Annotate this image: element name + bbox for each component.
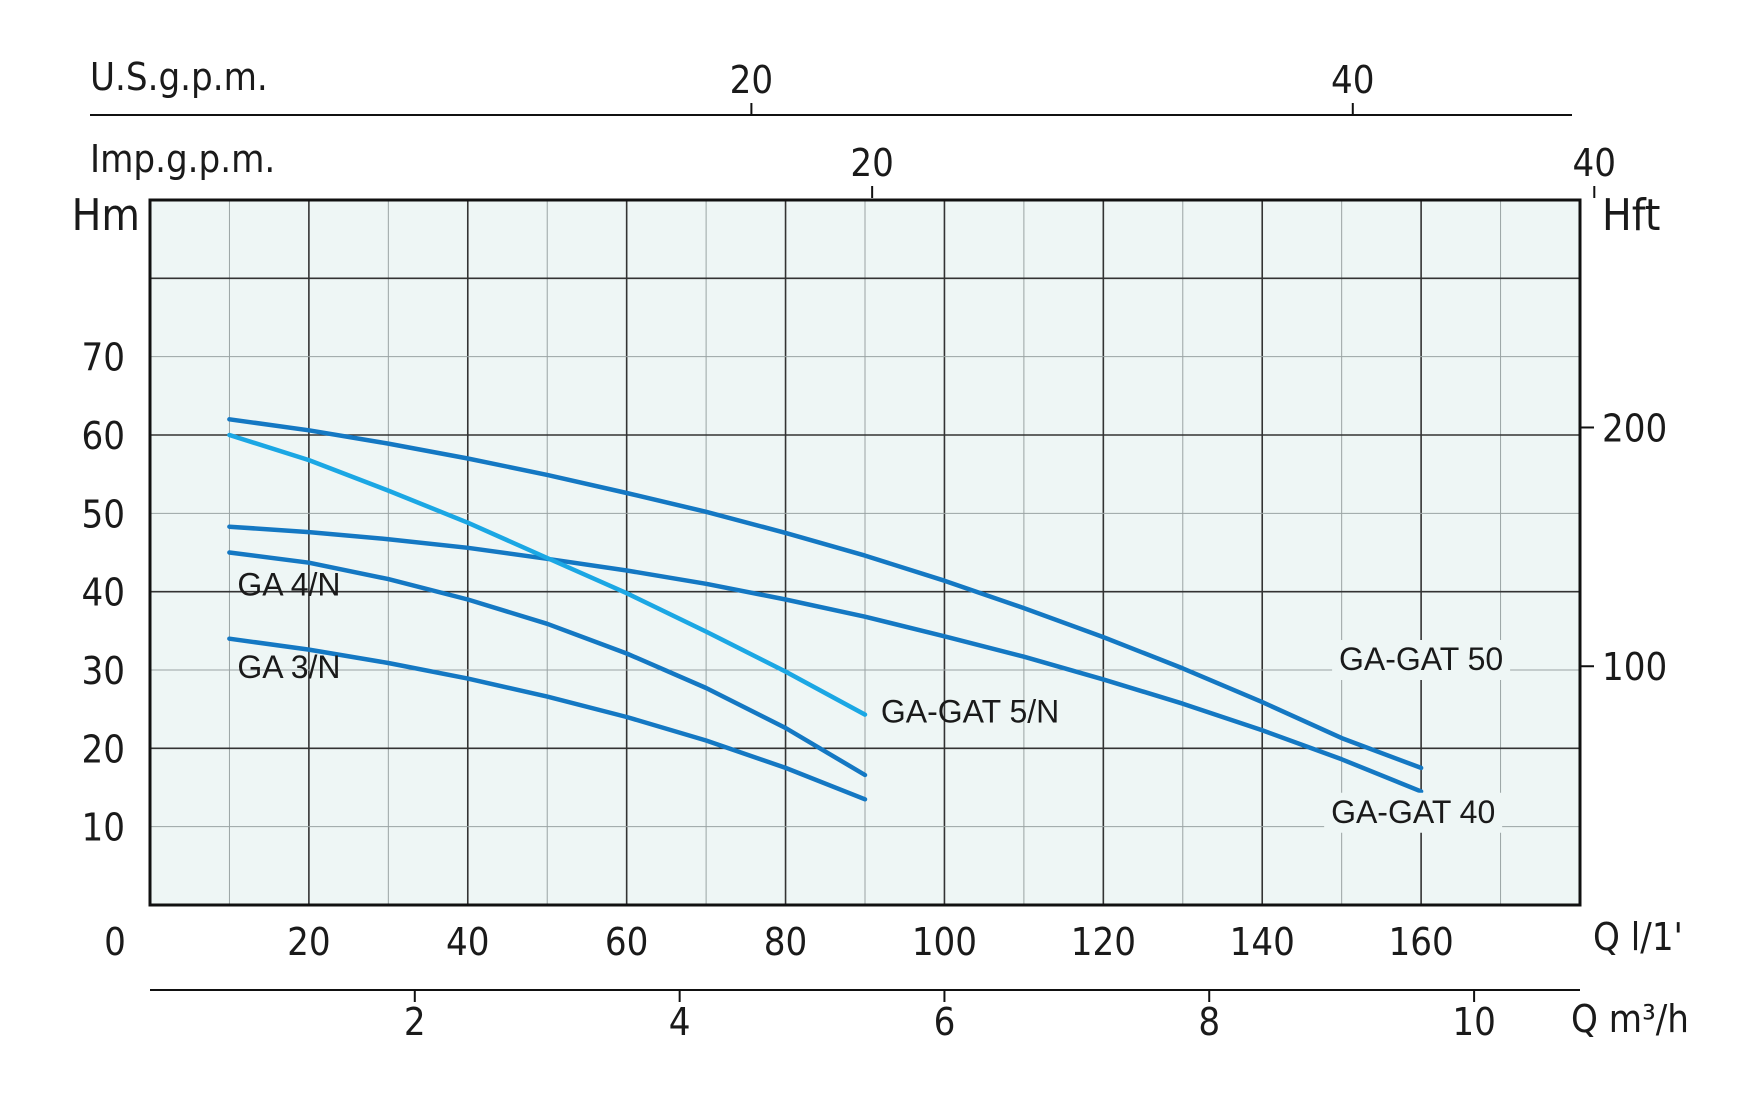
series-label: GA-GAT 5/N (881, 693, 1059, 729)
y-tick-label: 20 (82, 727, 126, 771)
series-label-bg (1332, 640, 1511, 680)
series-label: GA-GAT 50 (1339, 641, 1503, 677)
series-label: GA 4/N (237, 567, 340, 603)
series-line (227, 432, 868, 717)
x-tick-label: 80 (764, 920, 808, 964)
y-tick-label: 40 (82, 571, 126, 615)
x-axis-label: Q l/1' (1593, 915, 1683, 959)
right-tick-label: 200 (1602, 406, 1667, 450)
m3h-tick-label: 4 (669, 1000, 691, 1044)
m3h-tick-label: 8 (1198, 1000, 1220, 1044)
impgpm-tick-label: 20 (850, 141, 894, 185)
series-label: GA 3/N (237, 649, 340, 685)
m3h-tick-label: 2 (404, 1000, 426, 1044)
right-axis-label: Hft (1602, 190, 1660, 241)
right-tick-label: 100 (1602, 645, 1667, 689)
m3h-tick-label: 6 (934, 1000, 956, 1044)
y-axis-label: Hm (72, 190, 140, 241)
x-tick-label: 40 (446, 920, 490, 964)
x-tick-label: 0 (104, 920, 126, 964)
series-line (227, 524, 1424, 794)
series-labels: GA-GAT 50 GA-GAT 40 GA-GAT 5/N GA 4/N GA 3/N (237, 567, 1511, 833)
series-line (227, 550, 868, 778)
series-line (227, 417, 1424, 771)
series-label: GA-GAT 40 (1331, 794, 1495, 830)
x-tick-label: 140 (1230, 920, 1295, 964)
x-tick-label: 20 (287, 920, 331, 964)
y-tick-label: 70 (82, 336, 126, 380)
series-line (227, 636, 868, 802)
plot-frame (148, 198, 1582, 907)
impgpm-axis-label: Imp.g.p.m. (90, 137, 275, 181)
x-tick-label: 100 (912, 920, 977, 964)
usgpm-tick-label: 20 (730, 58, 774, 102)
y-tick-label: 50 (82, 492, 126, 536)
y-tick-label: 10 (82, 806, 126, 850)
x-tick-label: 60 (605, 920, 649, 964)
usgpm-tick-label: 40 (1331, 58, 1375, 102)
series-label-bg (1324, 792, 1503, 833)
y-tick-label: 60 (82, 414, 126, 458)
impgpm-tick-label: 40 (1573, 141, 1617, 185)
m3h-axis-label: Q m³/h (1571, 997, 1689, 1041)
x-tick-label: 120 (1071, 920, 1136, 964)
y-tick-label: 30 (82, 649, 126, 693)
m3h-tick-label: 10 (1452, 1000, 1496, 1044)
usgpm-axis-label: U.S.g.p.m. (90, 55, 268, 99)
x-tick-label: 160 (1388, 920, 1453, 964)
series-layer (227, 417, 1424, 802)
axes-layer: 10 20 30 40 50 60 70 Hm 0 20 40 60 80 100 120 140 160 Q l… (72, 55, 1689, 1044)
